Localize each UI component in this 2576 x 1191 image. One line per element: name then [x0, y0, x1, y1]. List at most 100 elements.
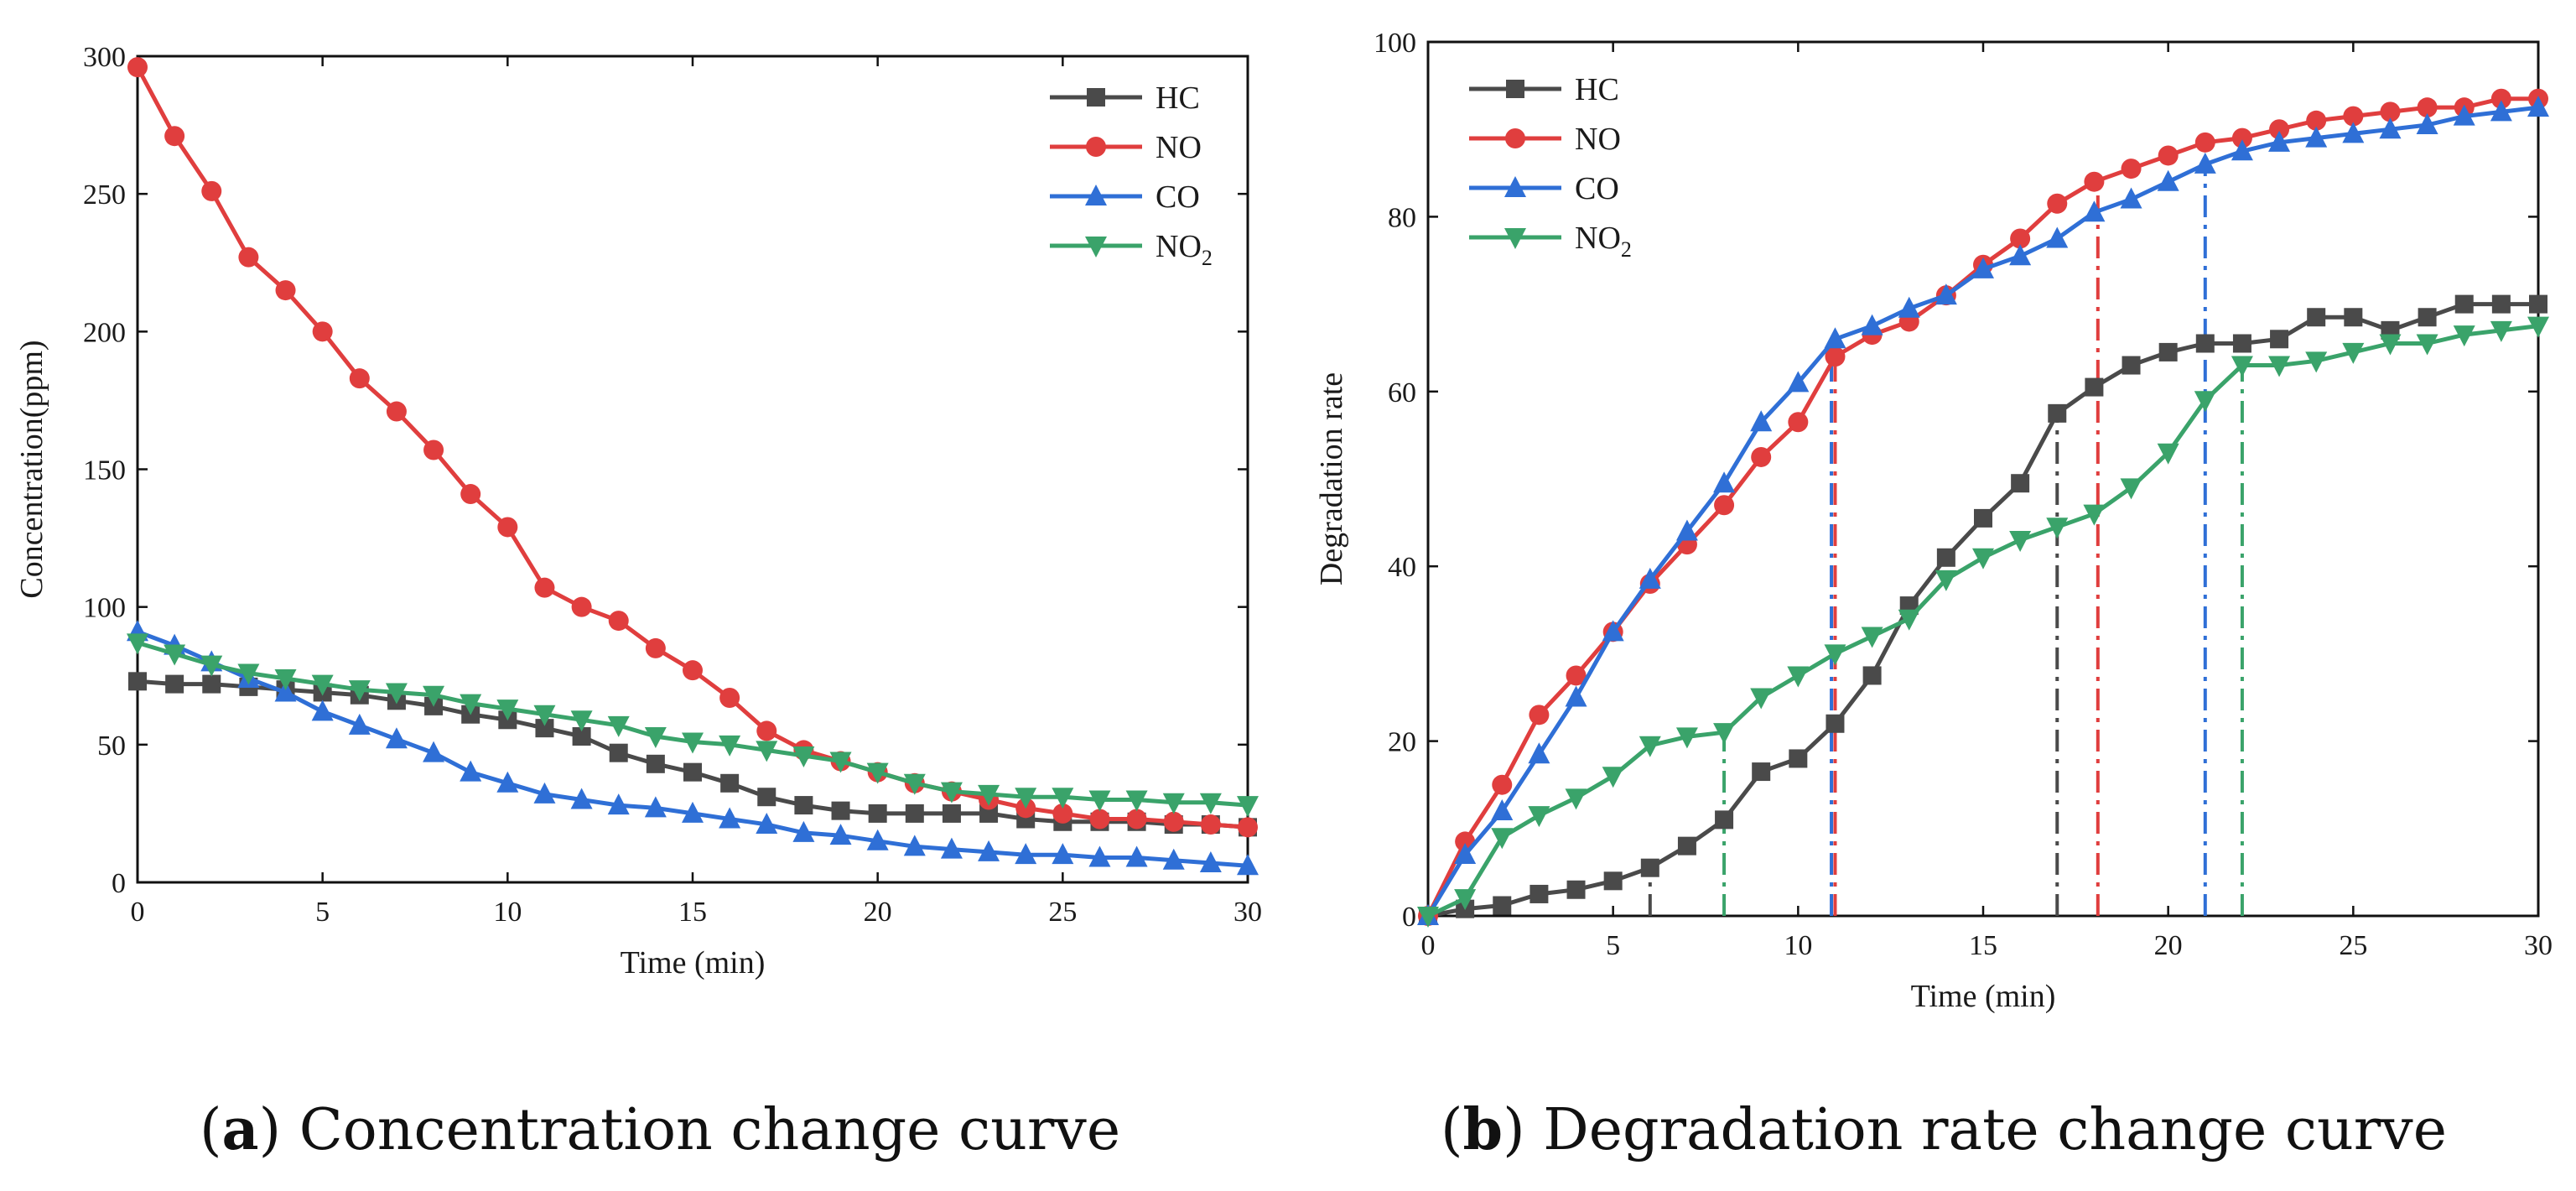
b-point-co [1528, 742, 1550, 764]
b-series-line-no2 [1426, 324, 2539, 918]
a-point-no2 [1199, 793, 1222, 814]
b-point-hc [1826, 714, 1845, 733]
a-point-co [533, 782, 556, 804]
a-point-no2 [1052, 788, 1074, 809]
b-ytick-label: 0 [1402, 902, 1416, 933]
a-point-co [792, 820, 815, 842]
b-legend-text-co: CO [1575, 171, 1619, 206]
b-point-co [2194, 152, 2216, 174]
b-ytick-label: 40 [1388, 552, 1416, 583]
caption-a: (a) Concentration change curve [200, 1096, 1120, 1163]
b-xtick-label: 15 [1969, 930, 1997, 961]
a-point-hc [683, 762, 702, 782]
b-point-hc [1862, 666, 1882, 685]
caption-a-letter: a [222, 1096, 259, 1163]
b-point-no2 [1750, 688, 1773, 710]
a-xaxis-title: Time (min) [621, 945, 766, 980]
a-point-hc [757, 788, 776, 807]
a-point-hc [868, 804, 887, 823]
a-point-co [644, 796, 667, 818]
b-legend-label-no2: NO2 [1575, 221, 1632, 262]
a-point-hc [942, 804, 961, 823]
b-point-co [2305, 126, 2328, 148]
a-point-hc [202, 674, 221, 694]
a-point-no [349, 368, 370, 389]
a-xtick-label: 5 [315, 897, 330, 928]
a-xtick-label: 30 [1233, 897, 1262, 928]
b-point-co [2416, 112, 2438, 134]
a-point-no [1089, 809, 1110, 830]
a-legend-marker-no [1086, 137, 1106, 157]
a-point-no [386, 401, 407, 422]
a-yaxis-title: Concentration(ppm) [14, 340, 49, 598]
b-point-hc [1677, 836, 1696, 856]
a-ytick-label: 100 [83, 593, 126, 624]
chart-b-degradation-rate: 0 5 10 15 20 25 30 0 20 40 60 80 100 Time (min) Degrad… [1314, 28, 2553, 1014]
b-point-no [2490, 88, 2511, 109]
a-point-no [683, 660, 703, 681]
a-point-hc [979, 804, 999, 823]
a-point-co [1088, 845, 1111, 867]
a-ytick-label: 0 [112, 868, 126, 899]
a-point-co [385, 727, 408, 749]
b-legend-marker-no [1505, 128, 1525, 148]
a-legend-label-hc: HC [1156, 81, 1200, 116]
a-legend-marker-no2 [1085, 237, 1107, 257]
b-point-hc [2085, 377, 2104, 397]
b-ytick-label: 20 [1388, 727, 1416, 758]
b-point-no2 [2046, 517, 2069, 539]
a-point-co [274, 680, 297, 702]
caption-b-letter: b [1463, 1096, 1504, 1163]
b-point-co [1935, 283, 1957, 305]
b-legend-label-hc: HC [1575, 72, 1619, 107]
a-xtick-label: 15 [678, 897, 707, 928]
b-point-no2 [2453, 325, 2475, 347]
b-point-no [1492, 774, 1513, 795]
a-point-no [164, 126, 185, 147]
b-point-co [2342, 122, 2365, 143]
a-point-no2 [607, 715, 630, 737]
b-point-no2 [1528, 806, 1550, 828]
a-point-no [275, 280, 296, 301]
a-point-hc [905, 804, 924, 823]
b-point-hc [1603, 871, 1623, 891]
b-point-no2 [1565, 788, 1587, 810]
b-point-no [2306, 110, 2327, 131]
a-point-co [311, 700, 334, 721]
a-point-co [1052, 843, 1074, 865]
a-point-co [978, 840, 1000, 861]
a-ytick-label: 150 [83, 455, 126, 486]
b-point-co [2157, 169, 2179, 191]
b-point-co [1713, 471, 1736, 493]
b-ytick-label: 100 [1374, 28, 1416, 59]
a-point-no2 [1088, 790, 1111, 812]
b-point-no2 [2527, 316, 2549, 338]
a-point-hc [535, 719, 554, 738]
a-point-no2 [1162, 793, 1185, 814]
b-point-hc [2011, 474, 2030, 493]
b-point-no [1529, 705, 1550, 726]
b-point-no [2084, 171, 2105, 192]
a-point-co [829, 824, 852, 845]
a-point-no [571, 596, 592, 617]
a-point-no [719, 688, 740, 709]
b-point-hc [1974, 508, 1992, 528]
a-point-no2 [940, 782, 963, 804]
a-point-hc [831, 801, 850, 820]
b-legend-text-hc: HC [1575, 72, 1619, 107]
a-point-no2 [533, 705, 556, 726]
b-point-co [1602, 620, 1624, 642]
a-legend-text-no: NO [1156, 130, 1202, 165]
b-point-co [1565, 685, 1587, 707]
b-point-no2 [1898, 609, 1920, 631]
a-ytick-label: 50 [97, 731, 126, 762]
b-point-no2 [1972, 548, 1994, 569]
b-point-no [2417, 97, 2438, 118]
b-point-hc [2158, 342, 2178, 361]
a-point-no [238, 247, 259, 268]
b-ytick-label: 80 [1388, 202, 1416, 233]
b-point-no2 [2009, 530, 2032, 552]
b-point-no2 [2490, 320, 2512, 342]
b-point-co [1639, 567, 1661, 589]
